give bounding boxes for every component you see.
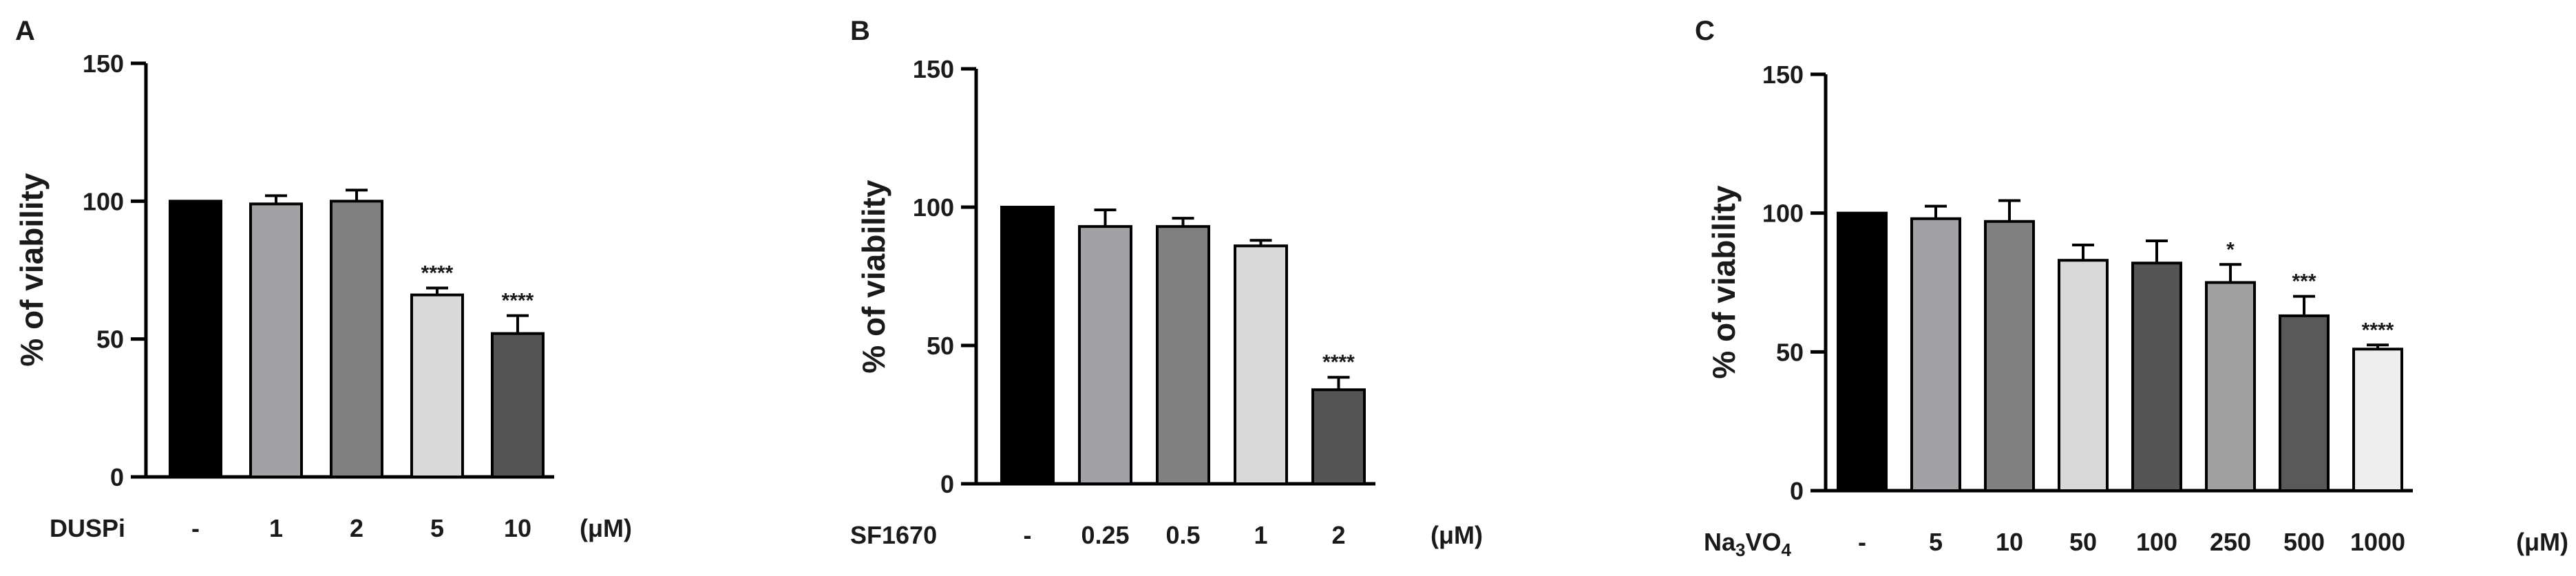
x-tick-label: 2	[350, 514, 363, 542]
significance-label: ****	[1322, 351, 1355, 374]
panel-letter: A	[15, 16, 35, 46]
x-tick-label: 10	[504, 514, 531, 542]
unit-label: (μM)	[1430, 521, 1483, 549]
bar-A-2	[330, 200, 383, 478]
significance-label: ****	[2362, 319, 2394, 341]
significance-label: *	[2226, 238, 2235, 261]
bar-A-1	[249, 202, 303, 478]
bar-C-2	[1984, 220, 2035, 492]
y-tick-label: 0	[940, 470, 954, 498]
y-tick-label: 50	[927, 332, 954, 360]
bar-C-3	[2058, 259, 2109, 492]
x-tick-label: 5	[430, 514, 444, 542]
unit-label: (μM)	[580, 514, 632, 542]
unit-label: (μM)	[2516, 528, 2568, 556]
x-axis-title: Na3VO4	[1704, 528, 1792, 560]
x-tick-label: 1	[1254, 521, 1267, 549]
x-tick-label: 1	[269, 514, 283, 542]
bar-B-1	[1078, 225, 1132, 485]
bar-A-3	[410, 293, 464, 478]
x-tick-label: -	[191, 514, 200, 542]
panel-C: C % of viability 0 50 100 150 - 5 10 50 100 * 250 ***…	[1695, 16, 2568, 560]
x-tick-label: -	[1024, 521, 1032, 549]
panel-A: A % of viability 0 50 100 150 - 1 2 **** 5 **** 10 DU…	[14, 16, 632, 542]
bar-C-1	[1910, 217, 1961, 492]
y-tick-label: 50	[1776, 338, 1804, 366]
bar-B-4	[1311, 388, 1366, 485]
x-tick-label: -	[1858, 528, 1866, 556]
y-tick-label: 150	[1762, 61, 1804, 89]
x-tick-label: 1000	[2350, 528, 2405, 556]
y-tick-label: 50	[96, 326, 124, 354]
x-tick-label: 250	[2210, 528, 2251, 556]
significance-label: ****	[421, 262, 454, 285]
x-tick-label: 0.5	[1165, 521, 1200, 549]
y-axis-title: % of viability	[856, 180, 891, 374]
x-tick-label: 10	[1996, 528, 2023, 556]
bar-B-3	[1234, 244, 1288, 485]
y-tick-label: 0	[1790, 477, 1804, 505]
bar-C-6	[2279, 314, 2330, 492]
bar-A-0	[169, 200, 222, 478]
y-tick-label: 100	[913, 193, 954, 222]
significance-label: ****	[502, 290, 534, 312]
bar-B-0	[1000, 206, 1055, 485]
x-axis-title: SF1670	[850, 521, 937, 549]
panel-letter: C	[1695, 16, 1715, 46]
significance-label: ***	[2292, 270, 2316, 293]
x-axis-title: DUSPi	[50, 514, 125, 542]
x-tick-label: 5	[1929, 528, 1943, 556]
bar-C-0	[1837, 211, 1888, 492]
y-axis-title: % of viability	[14, 173, 50, 367]
y-tick-label: 150	[83, 50, 124, 78]
x-tick-label: 100	[2136, 528, 2177, 556]
x-tick-label: 500	[2283, 528, 2325, 556]
y-tick-label: 150	[913, 55, 954, 83]
y-tick-label: 100	[83, 187, 124, 215]
bar-C-5	[2205, 281, 2256, 492]
bar-A-4	[491, 332, 545, 478]
y-tick-label: 100	[1762, 200, 1804, 228]
bar-C-4	[2131, 262, 2182, 492]
x-tick-label: 2	[1331, 521, 1345, 549]
bar-C-7	[2352, 348, 2403, 492]
y-axis-title: % of viability	[1706, 185, 1742, 379]
panel-letter: B	[850, 16, 870, 46]
bar-B-2	[1156, 225, 1210, 485]
y-tick-label: 0	[110, 463, 124, 491]
panel-B: B % of viability 0 50 100 150 - 0.25 0.5 1 **** 2 SF…	[850, 16, 1483, 549]
x-tick-label: 0.25	[1081, 521, 1129, 549]
x-tick-label: 50	[2069, 528, 2097, 556]
